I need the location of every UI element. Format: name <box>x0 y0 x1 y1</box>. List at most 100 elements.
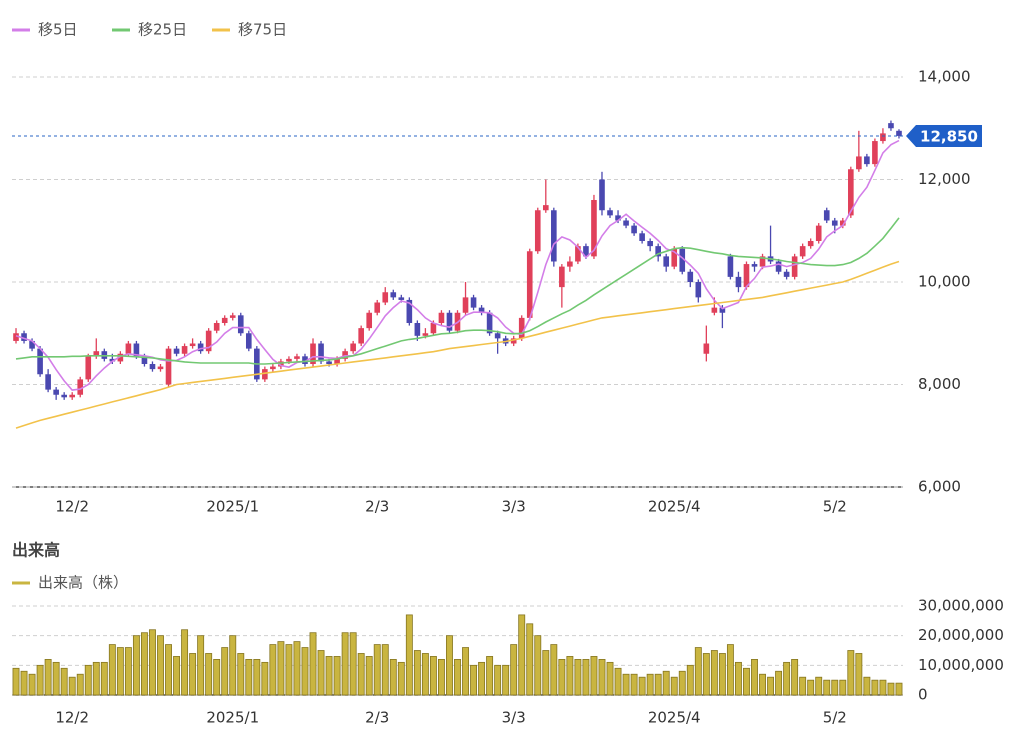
candle-body <box>591 200 597 257</box>
y-tick-label: 10,000 <box>918 273 971 291</box>
volume-bar <box>726 644 734 696</box>
volume-bar <box>598 659 606 696</box>
volume-bar <box>799 676 807 696</box>
volume-bar <box>622 673 630 696</box>
volume-bar <box>446 635 453 696</box>
volume-bar <box>309 632 317 696</box>
volume-bar <box>831 679 839 696</box>
y-tick-label: 10,000,000 <box>918 656 1004 674</box>
y-tick-label: 30,000,000 <box>918 597 1004 615</box>
volume-bar <box>28 673 36 696</box>
volume-bar <box>197 635 205 696</box>
volume-bar <box>638 676 646 696</box>
x-tick-label: 2025/4 <box>648 709 701 727</box>
candle-body <box>486 312 493 334</box>
volume-bar <box>181 629 189 696</box>
volume-bar <box>871 679 879 696</box>
candle-body <box>366 312 373 329</box>
candle-body <box>414 323 421 336</box>
volume-bar <box>646 673 654 696</box>
volume-bar <box>132 635 140 696</box>
volume-bar <box>301 647 309 696</box>
candle-body <box>791 256 798 277</box>
volume-bar <box>269 644 277 696</box>
volume-bar <box>253 659 261 696</box>
volume-bar <box>373 644 381 696</box>
candle-body <box>510 338 517 344</box>
volume-bar <box>686 664 694 696</box>
candle-body <box>93 351 100 357</box>
candle-body <box>462 297 469 313</box>
volume-bar <box>165 644 172 696</box>
candle-body <box>743 264 750 288</box>
current-price-badge <box>906 124 982 147</box>
candle-body <box>551 210 557 262</box>
volume-bar <box>157 635 164 696</box>
volume-bar <box>124 647 132 696</box>
volume-bar <box>44 659 52 696</box>
volume-bar <box>775 670 783 696</box>
candle-body <box>422 333 429 336</box>
volume-bar <box>815 676 823 696</box>
candle-body <box>663 256 670 267</box>
current-price-label: 12,850 <box>920 127 978 145</box>
x-tick-label: 3/3 <box>502 709 526 727</box>
volume-bar <box>743 667 750 696</box>
y-tick-label: 14,000 <box>918 68 971 86</box>
volume-bar <box>534 635 542 696</box>
candle-body <box>406 299 413 323</box>
volume-bar <box>140 632 148 696</box>
volume-bar <box>751 659 758 696</box>
candle-body <box>703 343 710 354</box>
volume-bar <box>630 673 638 696</box>
candle-body <box>478 307 485 313</box>
volume-bar <box>277 641 285 696</box>
volume-bar <box>108 644 116 696</box>
candle-body <box>872 141 878 165</box>
y-tick-label: 12,000 <box>918 170 971 188</box>
volume-bar <box>437 659 445 696</box>
volume-bar <box>518 614 526 696</box>
volume-bar <box>229 635 237 696</box>
volume-bar <box>84 664 92 696</box>
volume-bar <box>839 679 847 696</box>
candle-body <box>751 264 758 267</box>
candle-body <box>326 361 332 364</box>
candle-body <box>518 317 525 339</box>
volume-bar <box>100 661 108 696</box>
candle-body <box>157 366 164 370</box>
x-tick-label: 2/3 <box>365 498 389 516</box>
candle-body <box>470 297 477 308</box>
moving-average-line <box>15 217 900 365</box>
candle-body <box>29 340 35 349</box>
volume-bar <box>365 656 373 696</box>
candle-body <box>615 215 621 221</box>
volume-bar <box>807 679 815 696</box>
candle-body <box>374 302 381 313</box>
x-tick-label: 5/2 <box>823 498 847 516</box>
volume-bar <box>670 676 678 696</box>
candle-body <box>133 343 140 357</box>
candle-body <box>542 205 549 211</box>
candle-body <box>823 210 830 221</box>
volume-bar <box>494 664 502 696</box>
volume-bar <box>678 670 686 696</box>
candle-body <box>446 312 453 331</box>
candle-body <box>526 251 533 318</box>
volume-bar <box>759 673 766 696</box>
y-tick-label: 6,000 <box>918 478 961 496</box>
volume-bar <box>566 656 574 696</box>
candle-body <box>848 169 854 216</box>
volume-bar <box>614 667 622 696</box>
candle-body <box>831 220 838 226</box>
candle-body <box>534 210 541 252</box>
volume-bar <box>486 656 494 696</box>
candle-body <box>213 323 220 331</box>
volume-bar <box>879 679 887 696</box>
volume-bar <box>221 647 229 696</box>
x-tick-label: 3/3 <box>502 498 526 516</box>
candle-body <box>270 366 276 370</box>
x-tick-label: 2025/1 <box>206 709 259 727</box>
candle-body <box>567 261 573 267</box>
volume-bar <box>429 656 437 696</box>
